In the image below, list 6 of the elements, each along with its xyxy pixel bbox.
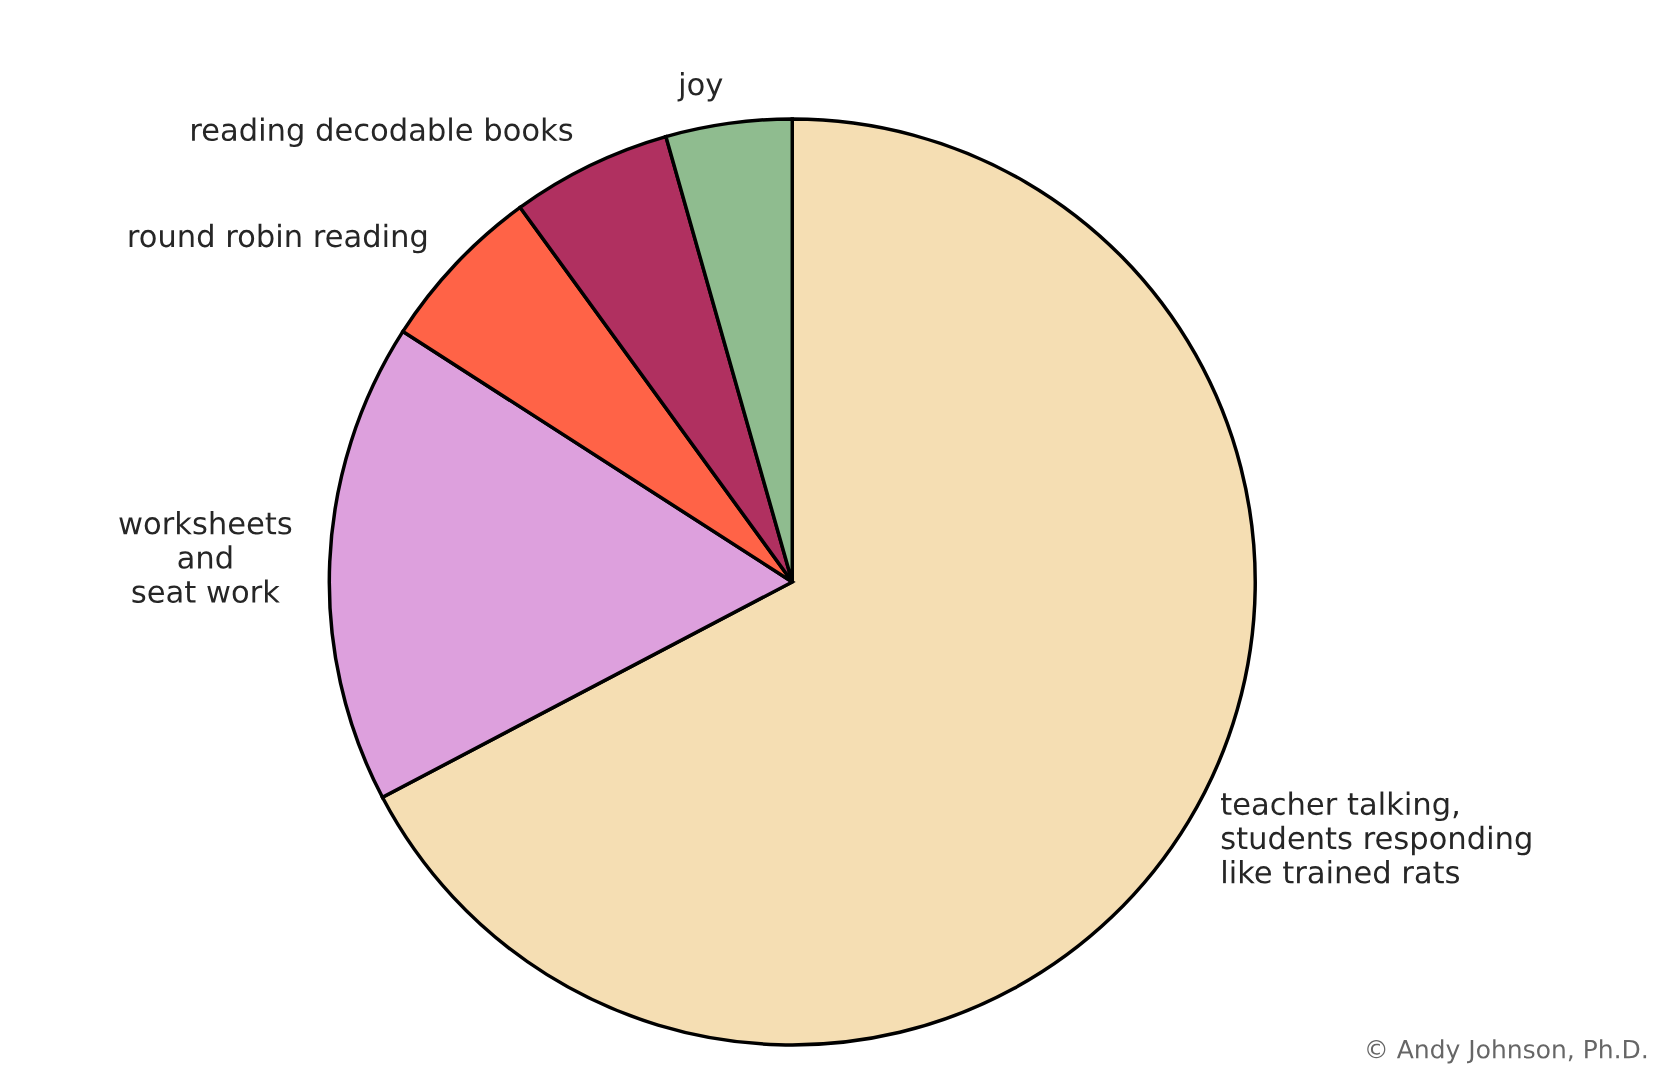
text: © Andy Johnson, Ph.D. [1367,1039,1647,1064]
slice-label: worksheets and seat work [119,510,292,604]
slice-label: round robin reading [129,223,427,254]
slice-label: joy [677,71,723,102]
slice-label: reading decodable books [192,117,573,148]
slice-label: teacher talking, students responding like trained rats [1221,791,1531,884]
